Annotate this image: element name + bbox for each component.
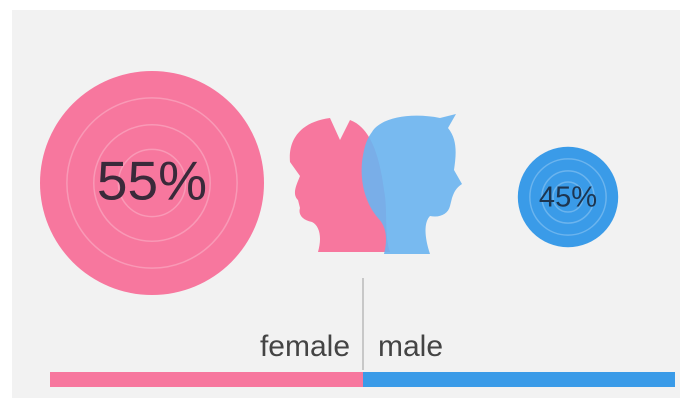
ring	[529, 158, 607, 236]
ring	[552, 181, 584, 213]
bubble	[517, 146, 619, 248]
category-label: male	[378, 330, 443, 363]
ring	[117, 148, 187, 218]
ring	[66, 97, 238, 269]
ring	[541, 170, 595, 224]
male-head	[361, 114, 462, 254]
value-label: 55%	[97, 150, 207, 212]
ring	[93, 124, 211, 242]
value-label: 45%	[539, 182, 597, 214]
split-bar	[363, 372, 675, 387]
split-bar	[50, 372, 363, 387]
category-label: female	[260, 330, 350, 363]
bubble	[40, 71, 264, 295]
